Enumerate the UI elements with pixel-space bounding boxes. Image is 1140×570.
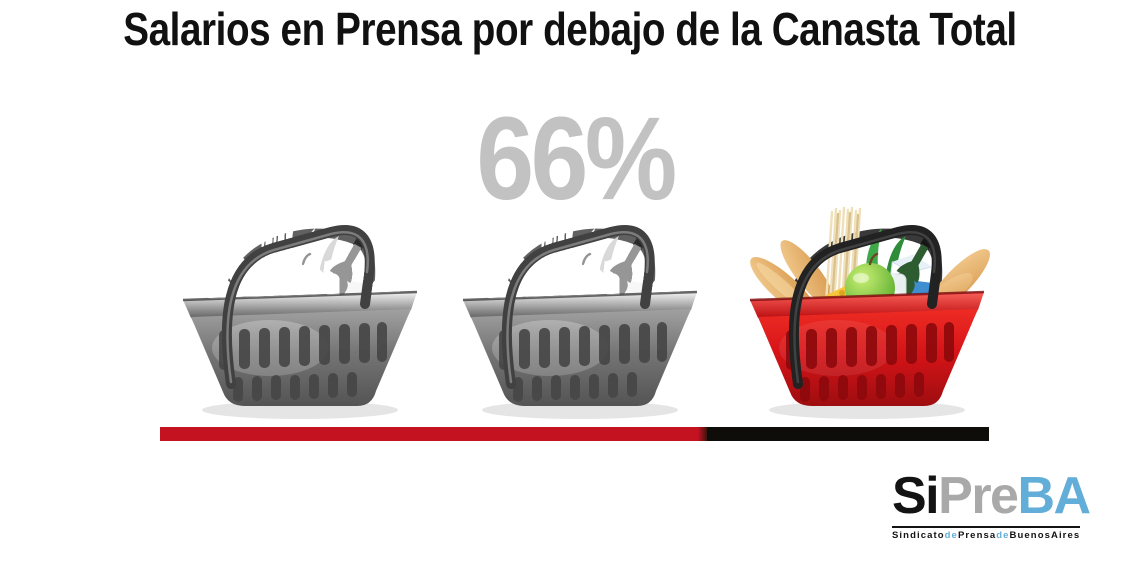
tagline-prensa: Prensa <box>957 530 997 541</box>
tagline-buenosaires: BuenosAires <box>1009 530 1081 541</box>
stat-percentage: 66% <box>476 93 677 225</box>
logo-word-si: Si <box>892 467 940 525</box>
logo-divider-line <box>892 526 1080 528</box>
grocery-basket-gray-icon-2 <box>455 196 705 426</box>
progress-bar <box>160 427 989 441</box>
grocery-basket-red-icon <box>742 196 992 426</box>
logo-word-pre: Pre <box>938 467 1019 525</box>
tagline-de-1: de <box>944 530 958 541</box>
progress-bar-filled-red <box>160 427 708 441</box>
sipreba-logo-wordmark: SiPreBA <box>892 467 1091 525</box>
tagline-sindicato: Sindicato <box>892 530 945 541</box>
grocery-basket-gray-icon-1 <box>175 196 425 426</box>
logo-tagline: SindicatodePrensadeBuenosAires <box>892 531 1080 541</box>
progress-bar-remaining-black <box>707 427 989 441</box>
sipreba-logo: SiPreBA SindicatodePrensadeBuenosAires <box>892 467 1091 541</box>
logo-word-ba: BA <box>1017 467 1091 525</box>
page-title: Salarios en Prensa por debajo de la Cana… <box>123 3 1017 55</box>
tagline-de-2: de <box>996 530 1010 541</box>
